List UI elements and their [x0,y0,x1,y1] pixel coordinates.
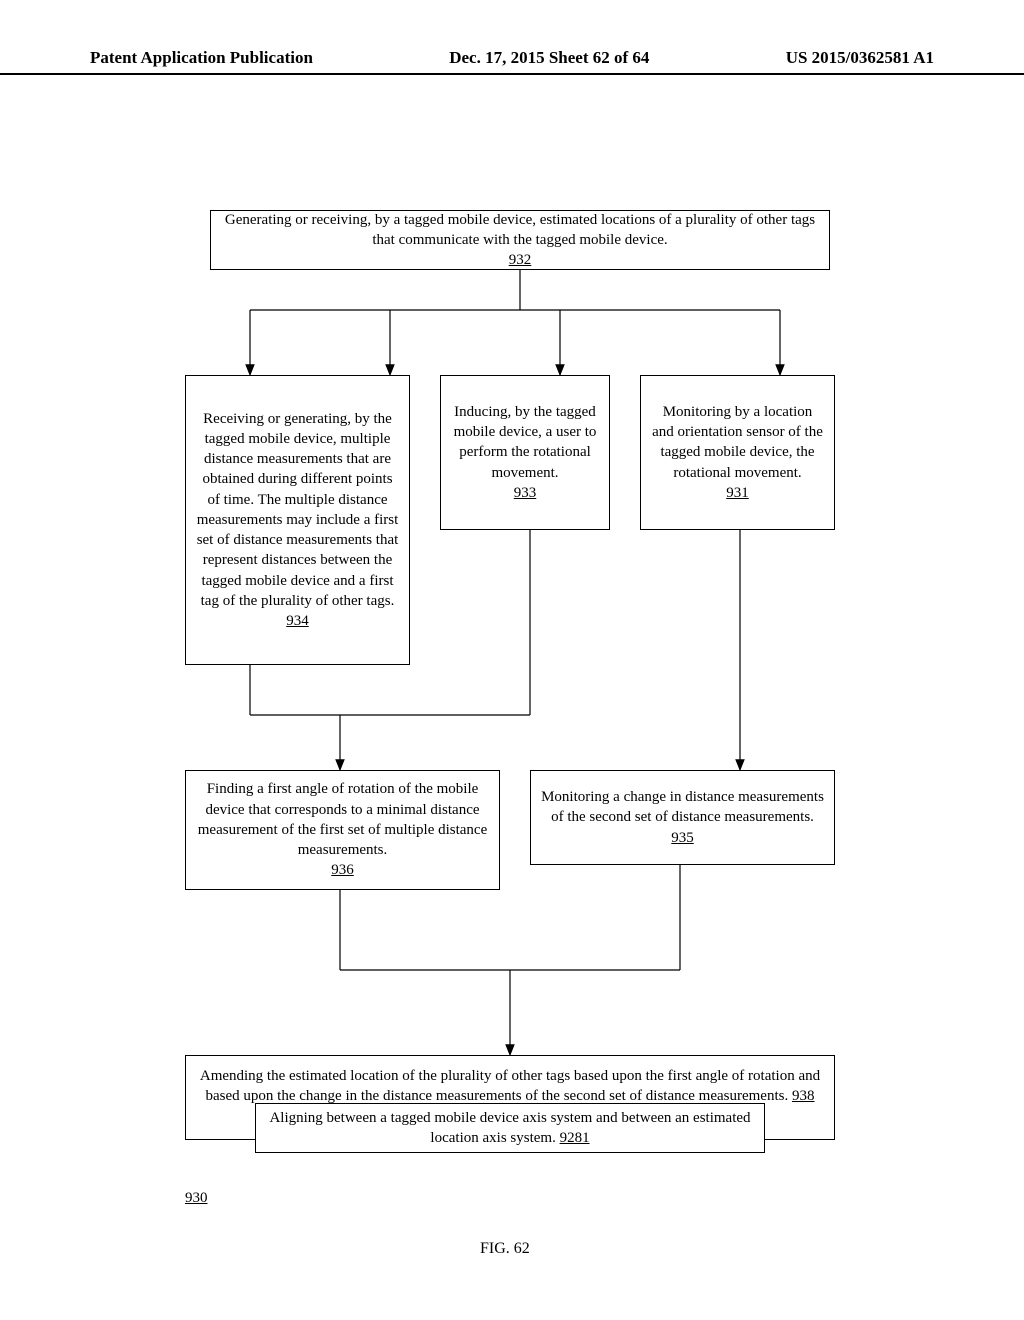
node-text: Amending the estimated location of the p… [196,1066,824,1107]
page-reference-number: 930 [185,1190,208,1207]
header-left: Patent Application Publication [90,48,313,68]
diagram-canvas: Generating or receiving, by a tagged mob… [0,100,1024,1320]
node-text: Monitoring a change in distance measurem… [541,787,824,848]
flowchart-node-9281: Aligning between a tagged mobile device … [255,1103,765,1153]
header-right: US 2015/0362581 A1 [786,48,934,68]
flowchart-node-931: Monitoring by a location and orientation… [640,375,835,530]
page-header: Patent Application Publication Dec. 17, … [0,48,1024,75]
flowchart-node-935: Monitoring a change in distance measurem… [530,770,835,865]
node-text: Aligning between a tagged mobile device … [266,1108,754,1149]
node-ref: 936 [331,860,354,880]
flowchart-node-934: Receiving or generating, by the tagged m… [185,375,410,665]
figure-label: FIG. 62 [480,1240,530,1258]
node-ref: 933 [514,483,537,503]
flowchart-node-936: Finding a first angle of rotation of the… [185,770,500,890]
flowchart-node-932: Generating or receiving, by a tagged mob… [210,210,830,270]
header-center: Dec. 17, 2015 Sheet 62 of 64 [449,48,649,68]
node-ref: 931 [726,483,749,503]
node-text: Monitoring by a location and orientation… [651,402,824,483]
node-ref: 932 [509,250,532,270]
node-text: Finding a first angle of rotation of the… [196,779,489,860]
node-text: Inducing, by the tagged mobile device, a… [451,402,599,483]
node-ref: 934 [286,611,309,631]
node-text: Generating or receiving, by a tagged mob… [221,210,819,251]
node-text: Receiving or generating, by the tagged m… [196,409,399,612]
flowchart-node-933: Inducing, by the tagged mobile device, a… [440,375,610,530]
